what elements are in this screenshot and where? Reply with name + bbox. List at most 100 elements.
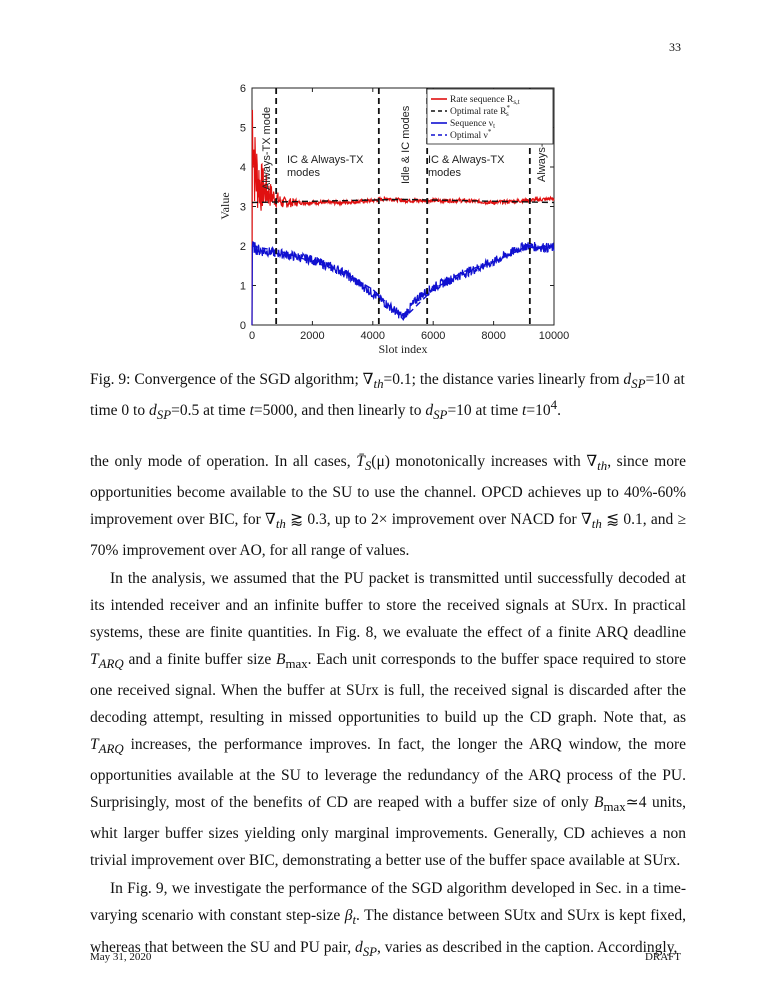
body-text: the only mode of operation. In all cases… (90, 448, 686, 965)
text-span: T (90, 651, 99, 669)
text-span: th (373, 376, 384, 392)
text-span: (μ) monotonically increases with ∇ (371, 453, 598, 470)
text-span: =0.5 at time (171, 402, 250, 420)
text-span: S (364, 458, 372, 474)
text-span: . (557, 402, 561, 420)
paragraph-2: In the analysis, we assumed that the PU … (90, 565, 686, 874)
text-span: th (597, 458, 608, 474)
text-span: SP (362, 943, 378, 959)
y-tick-label: 1 (240, 281, 246, 293)
text-span: * (488, 128, 492, 136)
text-span: t (352, 912, 357, 928)
text-span: max (603, 799, 626, 815)
y-tick-label: 5 (240, 123, 246, 135)
x-axis-label: Slot index (378, 342, 427, 356)
text-span: s,t (513, 98, 519, 106)
text-span: =10 at time 0 to (90, 371, 685, 420)
text-span: max (285, 656, 308, 672)
figure-9: 0 1 2 3 4 5 6 0 2000 4000 6000 8000 10000 Always-TX… (215, 78, 575, 360)
text-span: . Each unit corresponds to the buffer sp… (90, 651, 687, 727)
y-tick-label: 2 (240, 241, 246, 253)
y-tick-label: 3 (240, 202, 246, 214)
x-ticks: 0 2000 4000 6000 8000 10000 (249, 88, 569, 342)
text-span: ARQ (98, 741, 124, 757)
annotation-idle-ic: Idle & IC modes (400, 105, 412, 184)
text-span: and a finite buffer size (123, 651, 276, 669)
convergence-chart: 0 1 2 3 4 5 6 0 2000 4000 6000 8000 10000 Always-TX… (218, 83, 569, 356)
text-span: 4 (550, 397, 558, 413)
text-span: SP (156, 407, 172, 423)
text-span: t (522, 402, 527, 420)
legend-entry-rate: Rate sequence Rs,t (431, 95, 520, 106)
legend-label-nu: Sequence ν (450, 119, 494, 129)
legend-label-opt-rate: Optimal rate R (450, 107, 507, 117)
x-tick-label: 4000 (361, 330, 385, 342)
x-tick-label: 6000 (421, 330, 445, 342)
text-span: * (506, 104, 510, 112)
paragraph-3: In Fig. 9, we investigate the performanc… (90, 875, 686, 964)
text-span: In the analysis, we assumed that the PU … (90, 570, 686, 642)
text-span: th (591, 516, 602, 532)
figure-caption: Fig. 9: Convergence of the SGD algorithm… (90, 369, 686, 425)
text-span: the only mode of operation. In all cases… (90, 453, 357, 470)
annotation-ic-always-tx-right-1: IC & Always-TX (428, 154, 505, 166)
text-span: , since more opportunities become availa… (90, 453, 687, 529)
text-span: d (354, 938, 363, 956)
text-span: t (249, 402, 254, 420)
text-span: s (506, 110, 509, 118)
text-span: increases, the performance improves. In … (90, 736, 686, 812)
svg-text:Optimal rate R*s: Optimal rate R* s (450, 104, 510, 118)
legend-entry-opt-nu: Optimal ν* (431, 128, 492, 141)
text-span: Convergence of the SGD algorithm; ∇ (134, 371, 374, 388)
x-tick-label: 10000 (539, 330, 570, 342)
legend-box (426, 88, 554, 145)
y-tick-label: 0 (240, 320, 246, 332)
text-span: , varies as described in the caption. Ac… (377, 938, 678, 956)
text-span: SP (631, 376, 646, 392)
text-span: d (623, 371, 632, 388)
text-span: =10 at time (447, 402, 523, 420)
text-span: =10 (526, 402, 551, 420)
text-span: =5000, and then linearly to (253, 402, 426, 420)
annotation-ic-always-tx-right-2: modes (428, 167, 462, 179)
page-number: 33 (669, 40, 681, 54)
text-span: . The distance between SUtx and SUrx is … (90, 907, 686, 956)
text-span: th (275, 516, 286, 532)
series-line-2 (251, 241, 555, 326)
legend-label-opt-nu: Optimal ν (450, 131, 489, 141)
x-tick-label: 0 (249, 330, 255, 342)
svg-text:Optimal ν*: Optimal ν* (450, 128, 492, 141)
text-span: t (493, 122, 495, 130)
y-tick-label: 4 (240, 162, 246, 174)
series-line-3 (251, 245, 555, 321)
text-span: =0.1; the distance varies linearly from (383, 371, 624, 388)
annotation-ic-always-tx-left-1: IC & Always-TX (287, 154, 364, 166)
legend: Rate sequence Rs,t Optimal rate R* s Sequ… (426, 88, 554, 145)
text-span: ⪅ 0.1, and ≥ 70% improvement over AO, fo… (90, 511, 686, 560)
paragraph-1: the only mode of operation. In all cases… (90, 448, 686, 564)
text-span: ⪆ 0.3, up to 2× improvement over NACD fo… (285, 511, 592, 529)
text-span: SP (433, 407, 448, 423)
legend-entry-opt-rate: Optimal rate R* s (431, 104, 510, 118)
text-span: In Fig. 9, we investigate the performanc… (90, 880, 686, 925)
footer-date: May 31, 2020 (90, 951, 152, 963)
annotation-ic-always-tx-left-2: modes (287, 167, 321, 179)
text-span: B (275, 651, 286, 669)
legend-entry-nu: Sequence νt (431, 119, 495, 130)
text-span: d (425, 402, 434, 420)
text-span: T (90, 736, 99, 754)
series-line-1 (251, 198, 555, 204)
caption-label: Fig. 9: (90, 371, 131, 388)
text-span: T̄ (356, 453, 365, 470)
text-span: ARQ (98, 656, 124, 672)
legend-label-rate: Rate sequence R (450, 95, 514, 105)
svg-text:Sequence νt: Sequence νt (450, 119, 495, 130)
x-tick-label: 2000 (300, 330, 324, 342)
x-tick-label: 8000 (481, 330, 505, 342)
y-tick-label: 6 (240, 83, 246, 95)
annotation-always-tx-left: Always-TX mode (261, 107, 273, 190)
svg-text:Rate sequence Rs,t: Rate sequence Rs,t (450, 95, 520, 106)
series-layer (251, 109, 555, 326)
text-span: ≃4 units, whit larger buffer sizes yield… (90, 794, 686, 870)
footer-draft: DRAFT (644, 951, 681, 963)
